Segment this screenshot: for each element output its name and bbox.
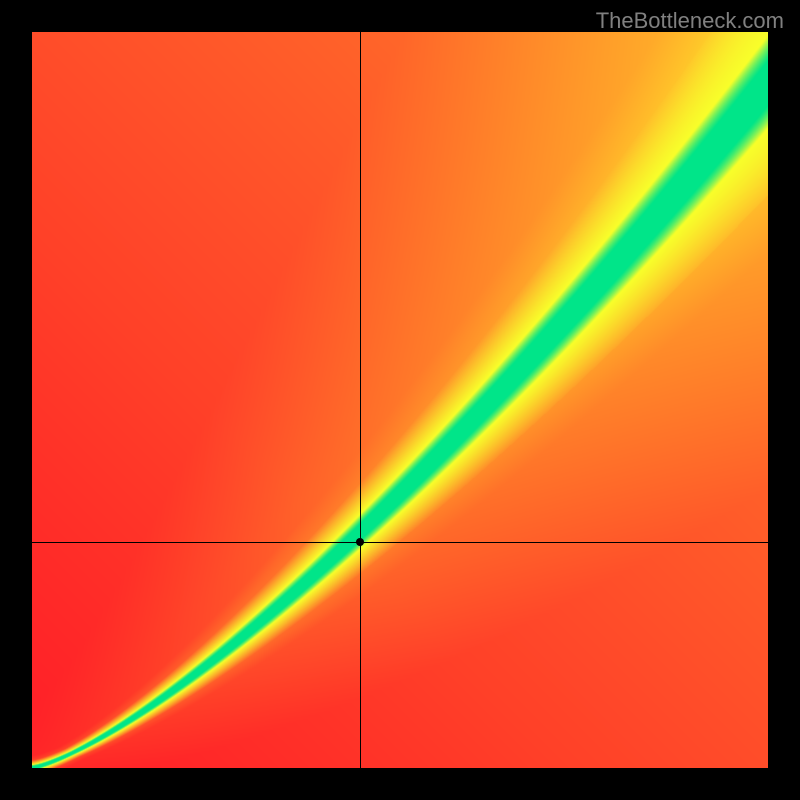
chart-container: TheBottleneck.com xyxy=(0,0,800,800)
watermark-label: TheBottleneck.com xyxy=(596,8,784,34)
plot-area xyxy=(32,32,768,768)
heatmap-canvas xyxy=(32,32,768,768)
crosshair-vertical xyxy=(360,32,361,768)
crosshair-horizontal xyxy=(32,542,768,543)
marker-point xyxy=(356,538,364,546)
